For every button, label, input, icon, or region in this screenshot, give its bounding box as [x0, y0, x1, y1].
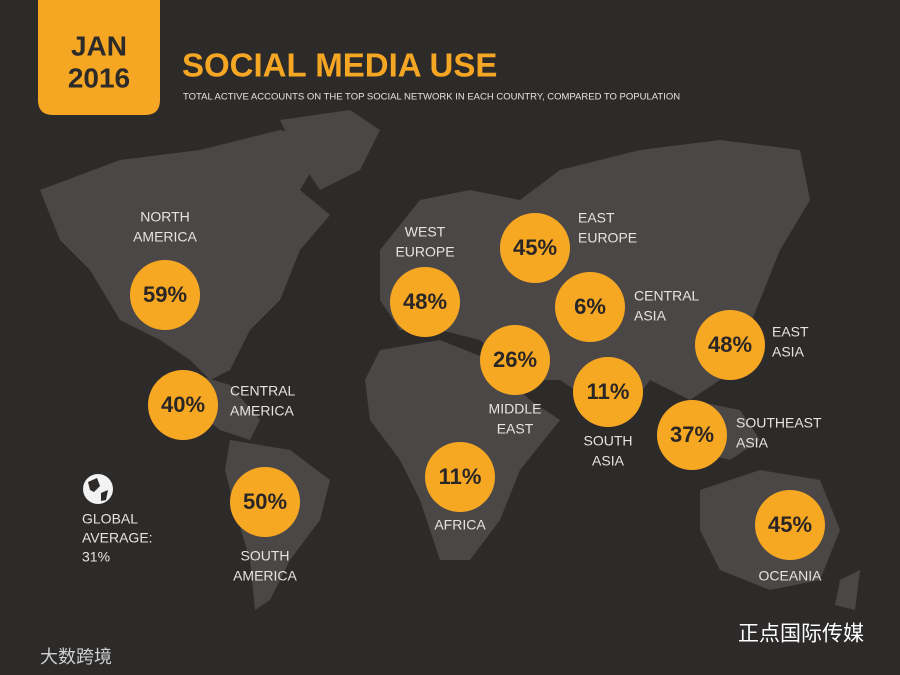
region-value: 48% — [403, 289, 447, 314]
region-bubble — [657, 400, 727, 470]
region-bubble — [695, 310, 765, 380]
watermark: 正点国际传媒 — [738, 623, 864, 646]
region-label: OCEANIA — [758, 568, 822, 584]
region-value: 37% — [670, 422, 714, 447]
region-value: 48% — [708, 332, 752, 357]
region-label: EUROPE — [578, 230, 637, 246]
region-label: ASIA — [634, 308, 667, 324]
region-label: MIDDLE — [489, 401, 542, 417]
region-value: 50% — [243, 489, 287, 514]
region-bubble — [130, 260, 200, 330]
region-bubble — [425, 442, 495, 512]
region-label: NORTH — [140, 209, 190, 225]
region-bubble — [555, 272, 625, 342]
region-label: CENTRAL — [634, 288, 700, 304]
region-label: ASIA — [772, 344, 805, 360]
region-bubble — [755, 490, 825, 560]
region-label: EAST — [772, 324, 809, 340]
region-value: 59% — [143, 282, 187, 307]
watermark: 大数跨境 — [40, 647, 112, 667]
region-label: EAST — [497, 421, 534, 437]
badge-year: 2016 — [68, 62, 130, 93]
region-bubble — [390, 267, 460, 337]
region-label: SOUTHEAST — [736, 415, 822, 431]
region-label: SOUTH — [584, 433, 633, 449]
region-value: 6% — [574, 294, 606, 319]
region-label: SOUTH — [241, 548, 290, 564]
region-value: 45% — [513, 235, 557, 260]
region-value: 45% — [768, 512, 812, 537]
global-icon — [83, 474, 113, 504]
region-bubble — [500, 213, 570, 283]
region-bubble — [480, 325, 550, 395]
region-bubble — [573, 357, 643, 427]
global-average-value: 31% — [82, 549, 110, 565]
region-value: 11% — [439, 464, 482, 489]
region-label: AMERICA — [133, 229, 197, 245]
region-label: ASIA — [736, 435, 769, 451]
region-label: EUROPE — [395, 244, 454, 260]
global-average-label: GLOBAL — [82, 511, 138, 527]
region-label: AMERICA — [233, 568, 297, 584]
region-label: ASIA — [592, 453, 625, 469]
date-badge — [38, 0, 160, 115]
badge-month: JAN — [71, 30, 127, 61]
region-label: AMERICA — [230, 403, 294, 419]
region-label: AFRICA — [434, 517, 486, 533]
region-label: EAST — [578, 210, 615, 226]
region-label: CENTRAL — [230, 383, 296, 399]
title: SOCIAL MEDIA USE — [182, 47, 497, 84]
region-value: 26% — [493, 347, 537, 372]
region-value: 11% — [587, 379, 630, 404]
subtitle: TOTAL ACTIVE ACCOUNTS ON THE TOP SOCIAL … — [183, 92, 680, 103]
global-average-label: AVERAGE: — [82, 530, 153, 546]
region-label: WEST — [405, 224, 446, 240]
region-value: 40% — [161, 392, 205, 417]
region-bubble — [230, 467, 300, 537]
region-bubble — [148, 370, 218, 440]
